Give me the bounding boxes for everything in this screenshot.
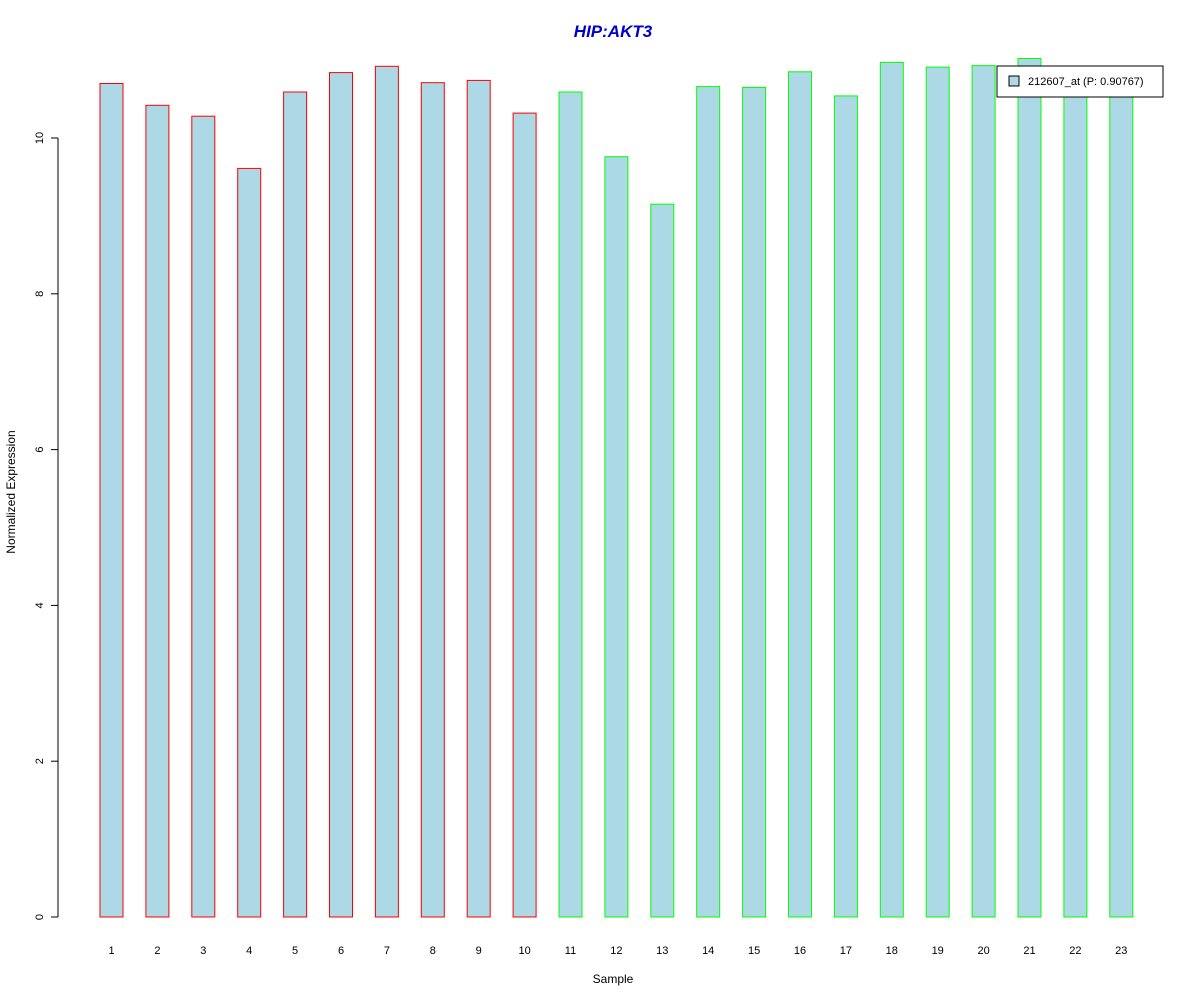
x-tick-label-1: 1 — [108, 945, 114, 957]
bar-sample-23 — [1109, 90, 1134, 918]
x-tick-label-16: 16 — [794, 945, 806, 957]
x-tick-label-9: 9 — [476, 945, 482, 957]
x-tick-label-6: 6 — [338, 945, 344, 957]
chart-title: HIP:AKT3 — [574, 22, 653, 41]
y-tick-label: 6 — [34, 447, 46, 453]
y-tick-label: 4 — [34, 602, 46, 608]
legend: 212607_at (P: 0.90767) — [996, 65, 1164, 98]
bar-sample-14 — [696, 86, 721, 918]
bar-sample-22 — [1063, 88, 1088, 918]
legend-swatch — [1008, 75, 1020, 87]
bar-sample-18 — [879, 61, 904, 918]
bar-sample-20 — [971, 65, 996, 918]
legend-box — [996, 65, 1164, 98]
x-tick-label-2: 2 — [154, 945, 160, 957]
x-tick-label-21: 21 — [1023, 945, 1035, 957]
x-tick-label-3: 3 — [200, 945, 206, 957]
x-tick-label-4: 4 — [246, 945, 252, 957]
bar-sample-13 — [650, 203, 675, 918]
y-tick-label: 0 — [34, 914, 46, 920]
bar-sample-3 — [191, 115, 216, 918]
bar-sample-5 — [283, 91, 308, 918]
bar-sample-2 — [145, 104, 170, 918]
bar-sample-1 — [99, 83, 124, 918]
x-tick-label-5: 5 — [292, 945, 298, 957]
bar-sample-4 — [237, 167, 262, 918]
x-tick-label-15: 15 — [748, 945, 760, 957]
bar-sample-21 — [1017, 58, 1042, 918]
x-tick-label-12: 12 — [610, 945, 622, 957]
bar-sample-12 — [604, 156, 629, 918]
legend-label: 212607_at (P: 0.90767) — [1028, 76, 1144, 88]
x-tick-label-19: 19 — [932, 945, 944, 957]
x-tick-label-14: 14 — [702, 945, 714, 957]
x-tick-label-8: 8 — [430, 945, 436, 957]
x-tick-label-20: 20 — [977, 945, 989, 957]
bar-sample-10 — [512, 112, 537, 918]
x-tick-label-23: 23 — [1115, 945, 1127, 957]
x-tick-label-13: 13 — [656, 945, 668, 957]
x-tick-label-22: 22 — [1069, 945, 1081, 957]
x-tick-label-11: 11 — [565, 945, 576, 957]
x-tick-labels: 1 2 3 4 5 6 7 8 9 10 11 12 13 14 15 16 17 18 19 20 21 22 23 — [108, 945, 1127, 957]
bar-sample-9 — [466, 79, 491, 918]
y-tick-label: 10 — [34, 132, 46, 144]
y-axis: 0 2 4 6 8 10 — [34, 132, 59, 920]
bar-sample-8 — [420, 82, 445, 918]
bar-sample-6 — [329, 72, 353, 918]
bar-sample-7 — [374, 65, 399, 918]
x-tick-label-17: 17 — [840, 945, 852, 957]
bar-sample-17 — [833, 95, 858, 918]
x-tick-label-10: 10 — [518, 945, 530, 957]
y-axis-label: Normalized Expression — [4, 430, 18, 553]
bar-sample-16 — [788, 71, 812, 918]
bars — [99, 58, 1134, 918]
y-tick-label: 8 — [34, 291, 46, 297]
x-axis-label: Sample — [593, 972, 634, 986]
bar-sample-11 — [558, 91, 583, 918]
bar-sample-15 — [742, 86, 767, 918]
x-tick-label-18: 18 — [886, 945, 898, 957]
x-tick-label-7: 7 — [384, 945, 390, 957]
bar-sample-19 — [925, 66, 950, 918]
y-tick-label: 2 — [34, 758, 46, 764]
